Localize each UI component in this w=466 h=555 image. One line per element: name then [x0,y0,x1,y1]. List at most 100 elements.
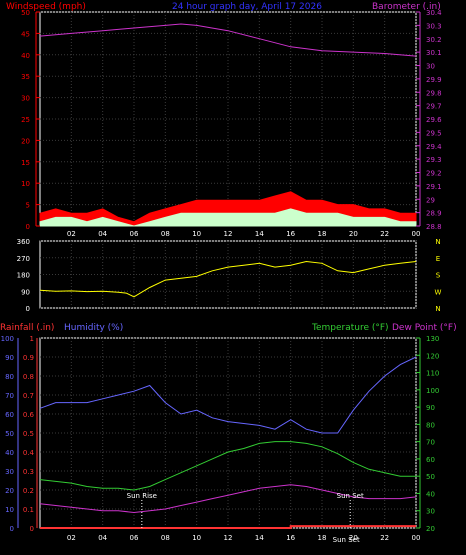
y-right-tick-label: 70 [426,439,435,447]
humidity-label: Humidity (%) [64,323,123,333]
x-tick-label: 08 [161,534,170,542]
x-tick-label: 18 [318,534,327,542]
y-left-tick-label: 45 [21,30,30,38]
y-right-tick-label: 30 [426,63,435,71]
barometer-series [39,23,417,57]
x-tick-label: 20 [349,230,358,238]
sun-set-label: Sun Set [337,492,364,500]
y-right-tick-label: 30.4 [426,9,442,17]
rain-tick-label: 0.4 [23,449,35,457]
panel-direction-grid [40,240,417,309]
rain-tick-label: 0.2 [23,487,34,495]
x-tick-label: 06 [130,534,139,542]
y-right-tick-label: 120 [426,352,439,360]
x-tick-label: 18 [318,230,327,238]
x-tick-label: 14 [255,230,264,238]
y-right-tick-label: 29.9 [426,76,442,84]
y-left-tick-label: 15 [21,159,30,167]
y-right-tick-label: 90 [426,404,435,412]
y-right-tick-label: 29.7 [426,103,442,111]
y-right-tick-label: 29.3 [426,156,442,164]
humidity-tick-label: 80 [5,373,14,381]
x-tick-label: 04 [98,230,107,238]
y-right-tick-label: 30.1 [426,49,442,57]
y-left-tick-label: 0 [26,305,30,313]
temperature-label: Temperature (°F) [311,323,389,333]
y-left-tick-label: 20 [21,137,30,145]
y-right-tick-label: 60 [426,456,435,464]
x-tick-label: 22 [380,230,389,238]
humidity-tick-label: 50 [5,430,14,438]
rain-tick-label: 0 [30,525,34,533]
panel-wind: 02 04 06 08 10 12 14 16 18 20 22 000510152025303540… [21,9,442,238]
x-tick-label: 12 [224,534,233,542]
dew-point-line [39,484,417,514]
x-tick-label: 16 [286,230,295,238]
rain-tick-label: 0.8 [23,373,34,381]
x-tick-label: 06 [130,230,139,238]
y-right-tick-label: 80 [426,421,435,429]
rain-tick-label: 0.9 [23,354,34,362]
y-right-tick-label: 28.8 [426,223,442,231]
x-tick-label: 04 [98,534,107,542]
y-left-tick-label: 0 [26,223,30,231]
temperature-line [39,441,416,491]
y-left-tick-label: 50 [21,9,30,17]
x-tick-label: 08 [161,230,170,238]
wind-series [39,191,417,227]
humidity-tick-label: 60 [5,411,14,419]
humidity-tick-label: 0 [10,525,14,533]
x-tick-label: 02 [67,230,76,238]
rain-tick-label: 1 [30,335,34,343]
x-tick-label: 00 [412,534,421,542]
x-tick-label: 16 [286,534,295,542]
panel-wind-axes: 02 04 06 08 10 12 14 16 18 20 22 000510152025303540… [21,9,442,238]
sun-rise-label: Sun Rise [127,492,157,500]
y-right-tick-label: 29 [426,196,435,204]
y-right-tick-label: 50 [426,473,435,481]
y-left-tick-label: 270 [17,255,30,263]
y-right-tick-label: 29.4 [426,143,442,151]
y-left-tick-label: 360 [17,238,30,246]
sun-set-axis-label: Sun Set [333,536,360,544]
y-left-tick-label: 90 [21,288,30,296]
y-left-tick-label: 40 [21,52,30,60]
direction-series [39,260,417,298]
rain-tick-label: 0.1 [23,506,34,514]
dew-point-label: Dew Point (°F) [392,323,457,333]
y-right-tick-label: 30.2 [426,36,442,44]
y-right-tick-label: 29.2 [426,170,442,178]
compass-label: E [436,255,440,263]
wind-average-area [39,208,417,227]
humidity-line [39,356,417,434]
humidity-tick-label: 90 [5,354,14,362]
chart-title: 24 hour graph day, April 17 2026 [172,2,322,12]
lower-series: Sun Rise Sun Set Sun Set [39,356,417,544]
y-right-tick-label: 29.8 [426,89,442,97]
y-right-tick-label: 40 [426,490,435,498]
rain-tick-label: 0.5 [23,430,34,438]
compass-label: W [435,288,442,296]
y-left-tick-label: 25 [21,116,30,124]
x-tick-label: 22 [380,534,389,542]
compass-label: N [435,305,440,313]
rain-tick-label: 0.7 [23,392,34,400]
y-left-tick-label: 30 [21,95,30,103]
y-right-tick-label: 29.1 [426,183,442,191]
x-tick-label: 12 [224,230,233,238]
x-tick-label: 02 [67,534,76,542]
y-right-tick-label: 130 [426,335,439,343]
barometer-label: Barometer (.in) [372,2,441,12]
compass-label: S [436,272,441,280]
compass-label: N [435,238,440,246]
y-right-tick-label: 28.9 [426,210,442,218]
y-right-tick-label: 29.5 [426,129,442,137]
x-tick-label: 20 [349,534,358,542]
humidity-tick-label: 30 [5,468,14,476]
humidity-tick-label: 100 [1,335,14,343]
y-right-tick-label: 29.6 [426,116,442,124]
y-right-tick-label: 110 [426,370,439,378]
x-tick-label: 14 [255,534,264,542]
